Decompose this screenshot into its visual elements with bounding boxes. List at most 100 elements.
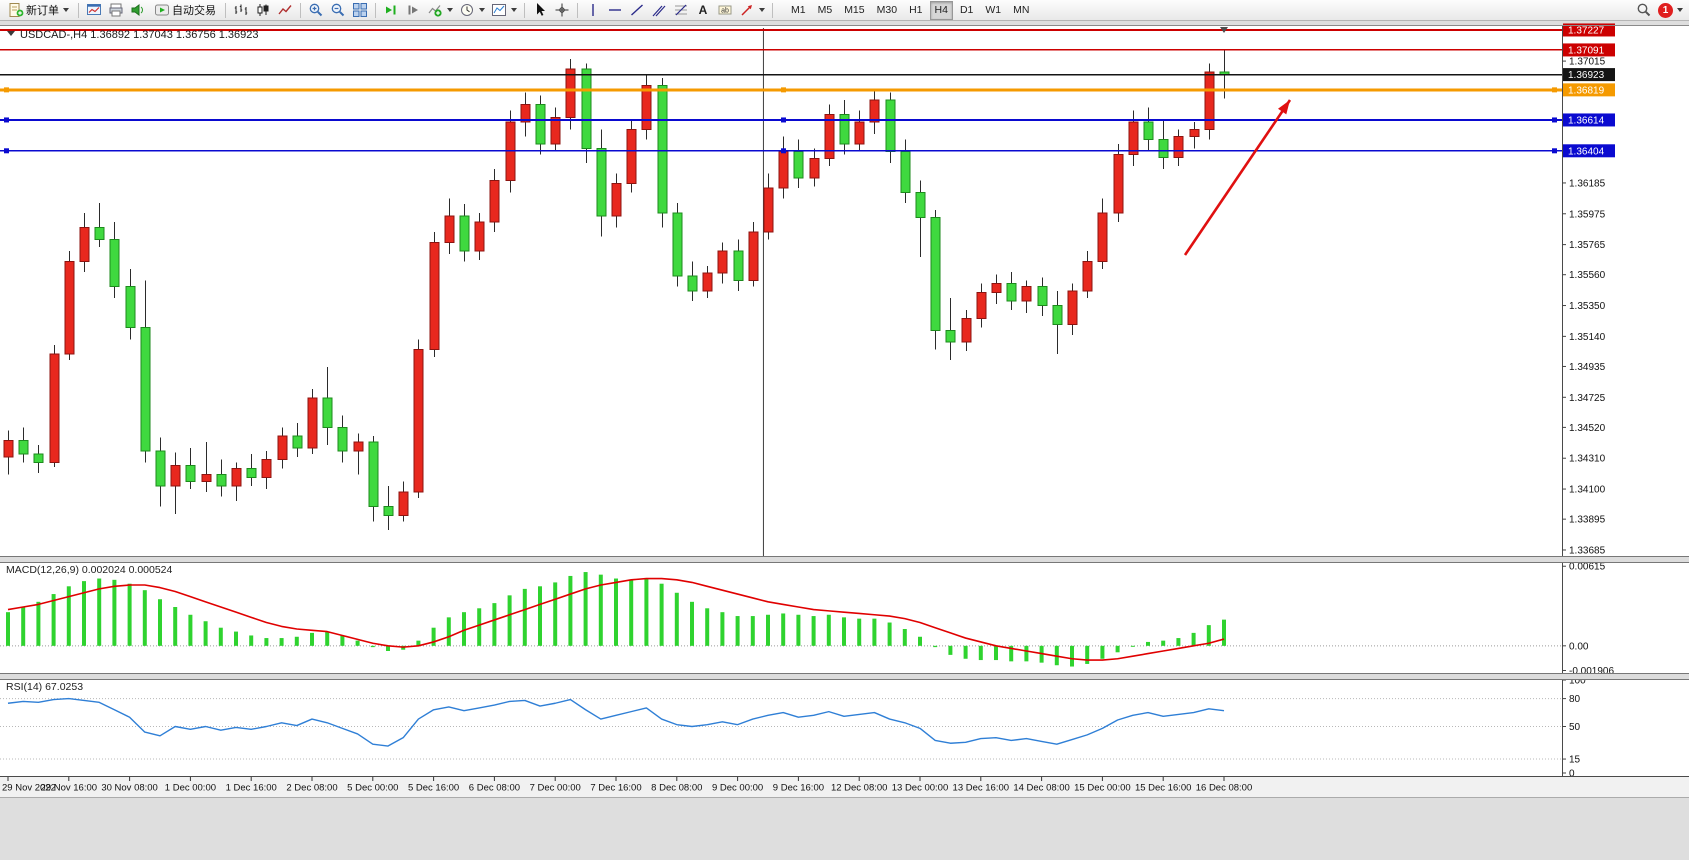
bar-chart-button[interactable]: [230, 1, 252, 20]
text-button[interactable]: A: [692, 1, 714, 20]
new-order-label: 新订单: [26, 5, 59, 17]
indicators-button[interactable]: [424, 1, 456, 20]
crosshair-icon: [555, 3, 569, 17]
chart-shift-marker[interactable]: [1220, 27, 1228, 33]
horizontal-line-1.36404[interactable]: 1.36404: [0, 144, 1615, 158]
horizontal-line-button[interactable]: [604, 1, 626, 20]
toolbar-separator: [524, 2, 525, 18]
timeframe-m5-button[interactable]: M5: [813, 1, 838, 20]
svg-text:1.37015: 1.37015: [1569, 57, 1606, 68]
periods-button[interactable]: [456, 1, 488, 20]
svg-text:29 Nov 2022: 29 Nov 2022: [2, 783, 56, 794]
svg-text:16 Dec 08:00: 16 Dec 08:00: [1196, 783, 1253, 794]
chevron-down-icon: [63, 8, 69, 12]
svg-text:1.34935: 1.34935: [1569, 362, 1606, 373]
search-icon: [1637, 3, 1651, 17]
toolbar-separator: [772, 2, 773, 18]
svg-text:1.35140: 1.35140: [1569, 332, 1606, 343]
one-click-trading-toggle[interactable]: [7, 31, 15, 36]
trendline-icon: [631, 4, 643, 16]
line-handle: [1552, 148, 1557, 154]
pane-splitter[interactable]: [0, 674, 1689, 679]
svg-text:15: 15: [1569, 755, 1581, 766]
svg-text:0.00: 0.00: [1569, 641, 1589, 652]
channel-button[interactable]: [648, 1, 670, 20]
toolbar-separator: [225, 2, 226, 18]
svg-text:1.35765: 1.35765: [1569, 240, 1606, 251]
print-button[interactable]: [105, 1, 127, 20]
line-chart-button[interactable]: [274, 1, 296, 20]
zoom-out-button[interactable]: [327, 1, 349, 20]
arrows-button[interactable]: [736, 1, 768, 20]
templates-button[interactable]: [488, 1, 520, 20]
trendline-button[interactable]: [626, 1, 648, 20]
svg-text:30 Nov 08:00: 30 Nov 08:00: [101, 783, 158, 794]
svg-text:1.37091: 1.37091: [1568, 45, 1605, 56]
horizontal-line-1.36614[interactable]: 1.36614: [0, 113, 1615, 127]
text-label-button[interactable]: ab: [714, 1, 736, 20]
cursor-button[interactable]: [529, 1, 551, 20]
timeframe-h4-button[interactable]: H4: [929, 0, 953, 20]
fibonacci-button[interactable]: [670, 1, 692, 20]
auto-scroll-button[interactable]: [380, 1, 402, 20]
timeframe-m30-button[interactable]: M30: [872, 1, 902, 20]
svg-text:1.35350: 1.35350: [1569, 301, 1606, 312]
svg-text:1 Dec 00:00: 1 Dec 00:00: [165, 783, 216, 794]
price-label: [1563, 83, 1615, 97]
line-handle: [4, 148, 9, 154]
horizontal-line-1.36923[interactable]: 1.36923: [0, 68, 1615, 82]
text-label-icon: ab: [718, 5, 732, 15]
svg-text:1.37227: 1.37227: [1568, 25, 1605, 36]
svg-text:1.33895: 1.33895: [1569, 515, 1606, 526]
indicators-icon: [428, 5, 442, 17]
new-chart-button[interactable]: [83, 1, 105, 20]
notifications-button[interactable]: 1: [1655, 1, 1686, 20]
line-handle: [1552, 117, 1557, 123]
arrows-icon: [741, 5, 752, 16]
svg-text:1.34520: 1.34520: [1569, 423, 1606, 434]
autotrading-button[interactable]: 自动交易: [149, 1, 221, 20]
zoom-in-button[interactable]: [305, 1, 327, 20]
svg-text:14 Dec 08:00: 14 Dec 08:00: [1013, 783, 1070, 794]
price-label: [1563, 43, 1615, 57]
crosshair-button[interactable]: [551, 1, 573, 20]
horizontal-line-1.37227[interactable]: 1.37227: [0, 23, 1615, 37]
svg-text:15 Dec 16:00: 15 Dec 16:00: [1135, 783, 1192, 794]
timeframe-w1-button[interactable]: W1: [980, 1, 1006, 20]
trend-arrow-annotation[interactable]: [1183, 99, 1292, 256]
timeframe-toolbar: M1 M5 M15 M30 H1 H4 D1 W1 MN: [785, 0, 1035, 20]
horizontal-line-1.37091[interactable]: 1.37091: [0, 43, 1615, 57]
svg-text:1.34725: 1.34725: [1569, 393, 1606, 404]
toolbar-separator: [577, 2, 578, 18]
timeframe-mn-button[interactable]: MN: [1008, 1, 1034, 20]
tile-windows-button[interactable]: [349, 1, 371, 20]
zoom-in-icon: [309, 3, 323, 17]
vertical-line-button[interactable]: [582, 1, 604, 20]
search-button[interactable]: [1633, 1, 1655, 20]
sound-button[interactable]: [127, 1, 149, 20]
timeframe-m15-button[interactable]: M15: [839, 1, 869, 20]
pane-splitter[interactable]: [0, 557, 1689, 562]
svg-text:1 Dec 16:00: 1 Dec 16:00: [226, 783, 277, 794]
svg-text:0: 0: [1569, 769, 1575, 780]
vertical-line-icon: [592, 4, 594, 16]
svg-text:15 Dec 00:00: 15 Dec 00:00: [1074, 783, 1131, 794]
candlestick-button[interactable]: [252, 1, 274, 20]
time-axis-strip[interactable]: [0, 777, 1689, 797]
svg-text:29 Nov 16:00: 29 Nov 16:00: [41, 783, 98, 794]
timeframe-h1-button[interactable]: H1: [904, 1, 927, 20]
horizontal-line-1.36819[interactable]: 1.36819: [0, 83, 1615, 97]
line-handle: [1552, 87, 1557, 93]
timeframe-m1-button[interactable]: M1: [786, 1, 811, 20]
timeframe-d1-button[interactable]: D1: [955, 1, 978, 20]
svg-text:1.36819: 1.36819: [1568, 85, 1605, 96]
chart-shift-button[interactable]: [402, 1, 424, 20]
svg-text:5 Dec 00:00: 5 Dec 00:00: [347, 783, 398, 794]
svg-text:1.36185: 1.36185: [1569, 178, 1606, 189]
tile-windows-icon: [353, 3, 367, 17]
new-order-button[interactable]: 新订单: [3, 1, 74, 20]
svg-text:1.33685: 1.33685: [1569, 545, 1606, 556]
